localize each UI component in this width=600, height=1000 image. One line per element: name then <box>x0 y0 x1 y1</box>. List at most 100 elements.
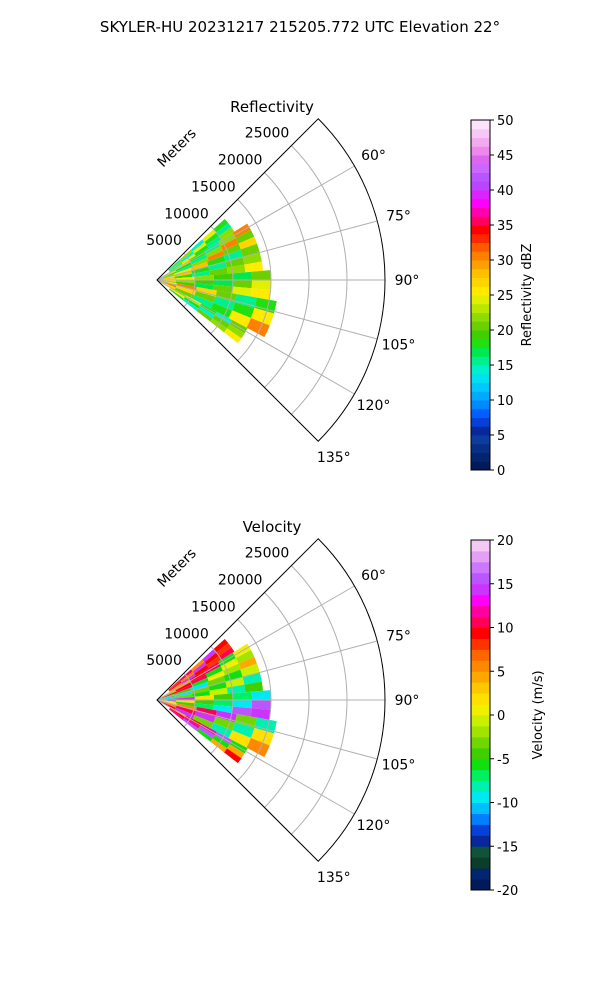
velocity-colorbar: -20 -15 -10 -5 0 5 10 15 20 Velocity (m/s) <box>470 534 546 899</box>
reflectivity-bin-s3-a1-r3 <box>213 280 233 287</box>
reflectivity-colorbar-tick-label: 40 <box>497 184 514 199</box>
reflectivity-colorbar-cell <box>471 225 490 235</box>
reflectivity-bin-s3-a1-r2 <box>194 280 214 285</box>
reflectivity-bin-s5-a2-r2 <box>196 308 213 322</box>
reflectivity-colorbar-cell <box>471 207 490 217</box>
reflectivity-colorbar-cell <box>471 330 490 340</box>
velocity-colorbar-tick-label: 15 <box>497 578 514 593</box>
velocity-colorbar-cell <box>471 802 490 814</box>
reflectivity-colorbar-cell <box>471 382 490 392</box>
velocity-bin-s2-a2-r5 <box>244 681 263 693</box>
velocity-range-tick-label: 25000 <box>245 546 290 562</box>
velocity-azimuth-label: 135° <box>317 870 351 886</box>
reflectivity-colorbar-cell <box>471 356 490 366</box>
velocity-bin-s3-a1-r3 <box>213 700 233 707</box>
velocity-azimuth-label: 120° <box>357 818 391 834</box>
reflectivity-colorbar-cell <box>471 268 490 278</box>
velocity-bin-s0-a2-r2 <box>194 664 209 676</box>
velocity-bin-s2-a1-r2 <box>191 686 210 694</box>
reflectivity-bin-s5-a2-r3 <box>210 318 228 333</box>
velocity-bin-s5-a1-r1 <box>183 716 200 729</box>
velocity-colorbar-cell <box>471 715 490 727</box>
velocity-bin-s2-a2-r1 <box>174 693 193 699</box>
reflectivity-colorbar-tick-label: 35 <box>497 219 514 234</box>
reflectivity-bin-s0-a0-r2 <box>190 239 205 252</box>
reflectivity-azimuth-label: 105° <box>382 338 416 354</box>
reflectivity-azimuth-spoke <box>156 165 355 281</box>
reflectivity-bin-s5-a1-r2 <box>198 306 215 319</box>
velocity-bin-s4-a2-r5 <box>246 737 270 758</box>
velocity-bin-s4-a1-r1 <box>175 705 196 716</box>
velocity-colorbar-cell <box>471 868 490 880</box>
velocity-colorbar-cells <box>471 540 490 891</box>
reflectivity-bin-s2-a0-r3 <box>206 255 226 267</box>
reflectivity-azimuth-spoke <box>156 279 355 395</box>
velocity-bin-s3-a0-r2 <box>194 695 214 700</box>
reflectivity-title: Reflectivity <box>230 98 314 116</box>
reflectivity-bin-s3-a2-r1 <box>175 281 195 287</box>
velocity-colorbar-cell <box>471 780 490 793</box>
reflectivity-bin-s3-a0-r5 <box>251 270 271 280</box>
reflectivity-colorbar-cell <box>471 312 490 322</box>
reflectivity-bin-s2-a2-r5 <box>244 261 263 273</box>
velocity-bin-s0-a0-r2 <box>190 659 205 672</box>
velocity-bin-s3-a1-r5 <box>251 700 271 710</box>
reflectivity-azimuth-label: 60° <box>361 148 386 164</box>
velocity-bin-s4-a2-r3 <box>210 722 233 739</box>
reflectivity-colorbar-cell <box>471 277 490 287</box>
reflectivity-bin-s3-a2-r5 <box>250 288 271 300</box>
reflectivity-azimuth-label: 135° <box>317 450 351 466</box>
velocity-bin-s4-a1-r5 <box>250 727 274 746</box>
reflectivity-bin-s3-a2-r2 <box>194 283 214 290</box>
reflectivity-colorbar-cell <box>471 373 490 383</box>
reflectivity-bin-s3-a0-r4 <box>232 271 252 280</box>
reflectivity-range-tick-label: 25000 <box>245 126 290 142</box>
velocity-bin-s4-a2-r1 <box>174 707 195 720</box>
velocity-colorbar-cell <box>471 540 490 552</box>
reflectivity-bin-s4-a1-r3 <box>213 296 235 311</box>
reflectivity-bin-s2-a1-r5 <box>242 252 262 265</box>
reflectivity-azimuth-label: 75° <box>386 208 411 224</box>
velocity-bin-s5-a2-r0 <box>168 708 184 721</box>
velocity-sector-frame <box>156 538 386 862</box>
reflectivity-colorbar-cell <box>471 295 490 305</box>
reflectivity-bin-s3-a2-r3 <box>213 284 233 294</box>
reflectivity-bin-s1-a1-r5 <box>235 230 255 244</box>
reflectivity-bin-s1-a2-r2 <box>191 257 209 268</box>
velocity-colorbar-cell <box>471 791 490 803</box>
velocity-azimuth-label: 90° <box>395 693 420 709</box>
reflectivity-bin-s4-a2-r5 <box>246 317 270 338</box>
reflectivity-bin-s3-a0-r3 <box>213 273 233 280</box>
reflectivity-colorbar-cell <box>471 461 490 471</box>
velocity-colorbar-cell <box>471 693 490 705</box>
reflectivity-bin-s0-a0-r4 <box>213 218 229 233</box>
reflectivity-colorbar-cell <box>471 120 490 130</box>
velocity-bin-s2-a2-r2 <box>191 690 210 697</box>
velocity-colorbar-tick-label: -15 <box>497 840 518 855</box>
figure-suptitle: SKYLER-HU 20231217 215205.772 UTC Elevat… <box>100 18 500 36</box>
reflectivity-colorbar-cell <box>471 128 490 138</box>
velocity-bin-s2-a0-r2 <box>190 681 209 691</box>
reflectivity-colorbar-cell <box>471 286 490 296</box>
reflectivity-bin-s3-a1-r5 <box>251 280 271 290</box>
reflectivity-azimuth-spoke <box>156 220 378 281</box>
reflectivity-colorbar-cell <box>471 443 490 453</box>
reflectivity-bin-s2-a1-r3 <box>208 261 227 271</box>
velocity-colorbar-cell <box>471 605 490 618</box>
velocity-colorbar-cell <box>471 824 490 836</box>
velocity-bin-s5-a1-r0 <box>169 707 185 719</box>
reflectivity-bin-s1-a1-r2 <box>190 254 208 265</box>
velocity-bin-s4-a2-r4 <box>228 730 251 748</box>
velocity-colorbar-cell <box>471 704 490 716</box>
velocity-range-labels: 5000 10000 15000 20000 25000 <box>146 546 289 669</box>
velocity-bin-s3-a2-r3 <box>213 704 233 714</box>
reflectivity-colorbar-cell <box>471 338 490 348</box>
reflectivity-bin-s2-a1-r2 <box>191 266 210 274</box>
velocity-bin-s0-a1-r4 <box>216 643 232 657</box>
velocity-bin-s1-a2-r2 <box>191 677 209 688</box>
reflectivity-bin-s5-a2-r0 <box>168 288 184 301</box>
reflectivity-bin-s3-a0-r2 <box>194 275 214 280</box>
reflectivity-range-labels: 5000 10000 15000 20000 25000 <box>146 126 289 249</box>
velocity-bin-s4-a1-r3 <box>213 716 235 731</box>
reflectivity-bin-s0-a1-r2 <box>192 242 207 254</box>
